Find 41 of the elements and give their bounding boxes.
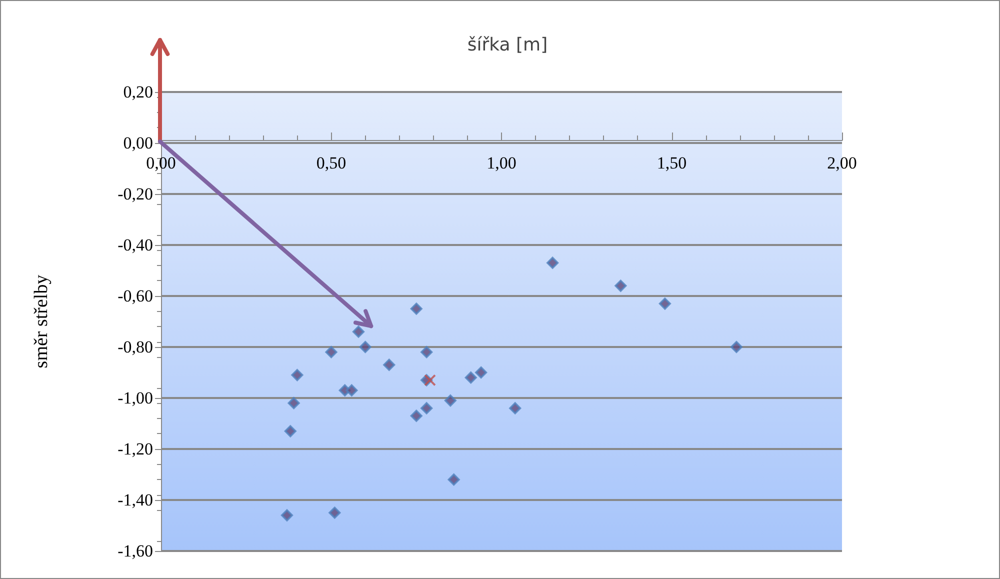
x-tick-label: 1,00 bbox=[486, 154, 516, 173]
x-tick-label: 1,50 bbox=[656, 154, 687, 173]
point bbox=[346, 384, 358, 396]
point bbox=[424, 374, 436, 386]
point bbox=[325, 346, 338, 358]
y-tick-label: -0,40 bbox=[118, 236, 153, 254]
point bbox=[448, 474, 460, 486]
point bbox=[475, 366, 488, 378]
y-tick-label: 0,00 bbox=[123, 134, 153, 152]
point bbox=[280, 509, 293, 522]
y-tick-label: -0,80 bbox=[118, 338, 153, 356]
point bbox=[420, 402, 433, 414]
y-tick-label: -1,20 bbox=[118, 440, 153, 458]
point bbox=[658, 298, 671, 310]
point bbox=[410, 410, 422, 422]
y-tick-label: -0,20 bbox=[118, 184, 153, 204]
y-axis-title: směr střelby bbox=[31, 274, 52, 368]
point bbox=[444, 394, 456, 407]
x-tick-label: 0,00 bbox=[146, 154, 176, 173]
y-tick-label: -1,00 bbox=[118, 388, 153, 408]
point bbox=[359, 341, 372, 353]
point bbox=[464, 372, 477, 384]
y-tick-label: -1,40 bbox=[118, 490, 153, 510]
point bbox=[284, 425, 296, 438]
y-tick-label: -1,60 bbox=[118, 542, 153, 560]
point bbox=[546, 256, 559, 269]
point bbox=[288, 397, 300, 410]
x-axis-title: šířka [m] bbox=[467, 34, 548, 56]
point bbox=[410, 302, 422, 315]
point bbox=[730, 341, 742, 353]
x-tick-label: 0,50 bbox=[316, 154, 346, 173]
point bbox=[352, 326, 364, 338]
y-tick-label: 0,20 bbox=[123, 82, 153, 102]
point bbox=[328, 506, 341, 519]
point bbox=[291, 369, 304, 382]
point bbox=[383, 358, 396, 371]
y-tick-label: -0,60 bbox=[118, 286, 153, 306]
point bbox=[509, 402, 522, 414]
x-tick-label: 2,00 bbox=[827, 154, 857, 173]
point bbox=[420, 346, 433, 358]
point bbox=[614, 280, 627, 292]
